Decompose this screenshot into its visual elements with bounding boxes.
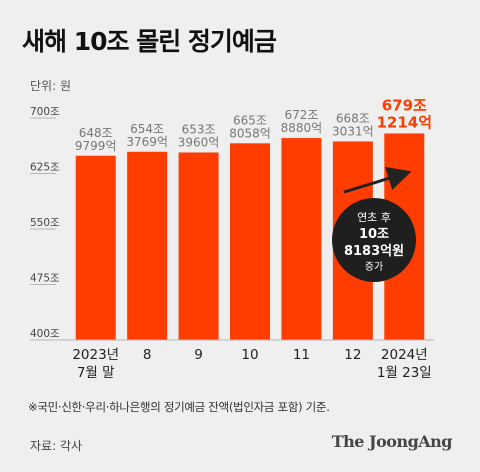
value-label: 9799억 [75,139,117,153]
brand-logo: The JoongAng [331,432,453,451]
footnote: ※국민·신한·우리·하나은행의 정기예금 잔액(법인자금 포함) 기준. [28,400,330,414]
x-tick-label: 2023년 [72,347,119,363]
source-label: 자료: 각사 [30,439,83,453]
bar [178,152,219,340]
y-tick-label: 550조 [30,217,60,229]
x-tick-label: 1월 23일 [377,365,432,381]
bar [281,138,322,340]
callout-text: 8183억원 [344,244,404,259]
bars [75,133,425,340]
chart-title: 새해 10조 몰린 정기예금 [22,27,277,56]
bar [75,155,116,340]
arrow [343,166,412,194]
x-tick-label: 8 [143,347,152,363]
value-label: 1214억 [377,113,433,131]
callout-circle [332,198,416,282]
y-tick-label: 625조 [30,162,60,174]
value-label: 679조 [382,96,427,114]
x-tick-label: 9 [194,347,203,363]
value-label: 653조 [182,122,216,136]
value-label: 665조 [233,113,267,127]
value-label: 672조 [284,108,318,122]
bar [127,151,168,340]
y-tick-label: 400조 [30,328,60,340]
x-axis: 2023년 7월 말 8 9 10 11 12 2024년 1월 23일 [56,339,434,381]
x-tick-label: 2024년 [381,347,428,363]
value-label: 8880억 [281,121,323,135]
y-tick-label: 475조 [30,273,60,285]
value-label: 654조 [130,122,164,136]
x-tick-label: 7월 말 [77,365,115,381]
x-tick-label: 10 [241,347,258,363]
x-tick-label: 11 [293,347,310,363]
value-label: 3960억 [178,135,220,149]
callout-text: 증가 [365,261,383,273]
value-label: 3769억 [126,135,168,149]
callout-text: 10조 [359,227,389,242]
value-label: 8058억 [229,126,271,140]
x-tick-label: 12 [344,347,361,363]
value-label: 668조 [336,111,370,125]
callout-text: 연초 후 [357,211,391,224]
value-label: 648조 [79,126,113,140]
y-axis: 400조 475조 550조 625조 700조 [30,106,60,341]
unit-label: 단위: 원 [30,79,71,93]
y-tick-label: 700조 [30,106,60,118]
bar [230,143,270,340]
value-label: 3031억 [332,124,374,138]
